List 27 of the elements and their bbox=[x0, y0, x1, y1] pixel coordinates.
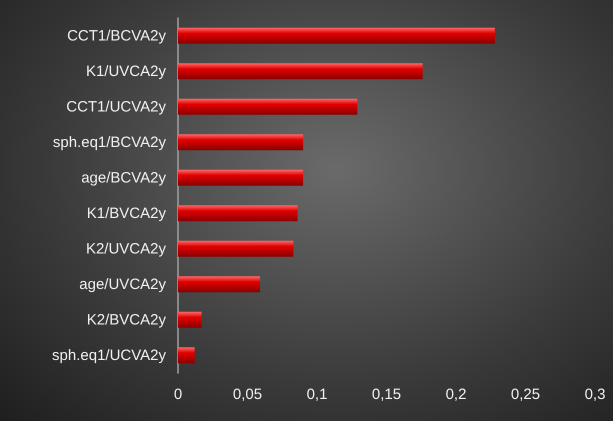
y-tick-label: K2/BVCA2y bbox=[86, 311, 166, 328]
x-tick-label: 0,3 bbox=[584, 386, 606, 403]
bar bbox=[178, 276, 260, 292]
bar bbox=[178, 347, 195, 364]
y-tick-label: age/UVCA2y bbox=[79, 276, 166, 293]
bar bbox=[178, 98, 358, 115]
bar bbox=[178, 312, 202, 328]
y-tick-label: K2/UVCA2y bbox=[86, 240, 166, 258]
y-tick-label: K1/UVCA2y bbox=[86, 62, 166, 80]
y-tick-label: sph.eq1/BCVA2y bbox=[52, 134, 166, 151]
y-tick-label: K1/BVCA2y bbox=[86, 204, 166, 222]
bar bbox=[178, 205, 298, 222]
x-tick-label: 0,05 bbox=[232, 386, 262, 403]
bar bbox=[178, 170, 304, 186]
bar bbox=[178, 28, 495, 44]
y-tick-label: age/BCVA2y bbox=[81, 169, 166, 186]
y-tick-label: CCT1/UCVA2y bbox=[66, 98, 166, 116]
bar bbox=[178, 240, 294, 257]
x-tick-label: 0,2 bbox=[446, 386, 466, 403]
bar bbox=[178, 63, 423, 80]
y-tick-label: sph.eq1/UCVA2y bbox=[52, 346, 166, 364]
x-tick-label: 0,25 bbox=[510, 386, 540, 403]
x-tick-label: 0,15 bbox=[372, 386, 402, 403]
bar bbox=[178, 134, 304, 150]
y-tick-label: CCT1/BCVA2y bbox=[67, 27, 166, 44]
x-tick-label: 0,1 bbox=[306, 386, 328, 403]
x-tick-label: 0 bbox=[174, 386, 182, 403]
